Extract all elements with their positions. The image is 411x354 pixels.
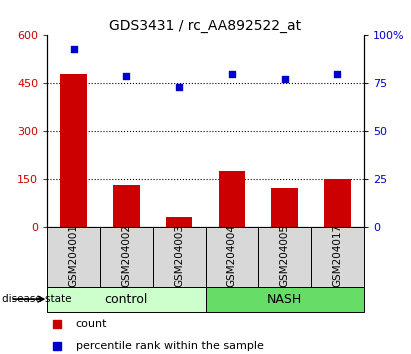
Text: disease state: disease state — [2, 294, 72, 304]
Point — [281, 76, 288, 82]
Bar — [206, 227, 258, 287]
Bar — [271, 188, 298, 227]
Text: GSM204002: GSM204002 — [121, 224, 132, 287]
Bar — [153, 227, 206, 287]
Text: GSM204001: GSM204001 — [69, 224, 79, 287]
Text: GSM204017: GSM204017 — [332, 224, 342, 287]
Point — [123, 73, 130, 78]
Bar — [206, 287, 364, 312]
Bar — [166, 217, 192, 227]
Bar — [258, 227, 311, 287]
Text: control: control — [105, 293, 148, 306]
Text: count: count — [76, 319, 107, 329]
Bar — [100, 227, 153, 287]
Bar — [219, 171, 245, 227]
Bar — [324, 179, 351, 227]
Text: percentile rank within the sample: percentile rank within the sample — [76, 341, 263, 350]
Text: GSM204005: GSM204005 — [279, 224, 290, 287]
Bar — [47, 287, 206, 312]
Point — [176, 84, 182, 90]
Bar — [60, 74, 87, 227]
Point — [70, 46, 77, 52]
Text: GSM204004: GSM204004 — [227, 224, 237, 287]
Text: NASH: NASH — [267, 293, 302, 306]
Text: GSM204003: GSM204003 — [174, 224, 184, 287]
Point — [334, 71, 341, 76]
Point — [229, 71, 235, 76]
Bar — [311, 227, 364, 287]
Title: GDS3431 / rc_AA892522_at: GDS3431 / rc_AA892522_at — [109, 19, 302, 33]
Bar — [113, 185, 140, 227]
Bar — [47, 227, 100, 287]
